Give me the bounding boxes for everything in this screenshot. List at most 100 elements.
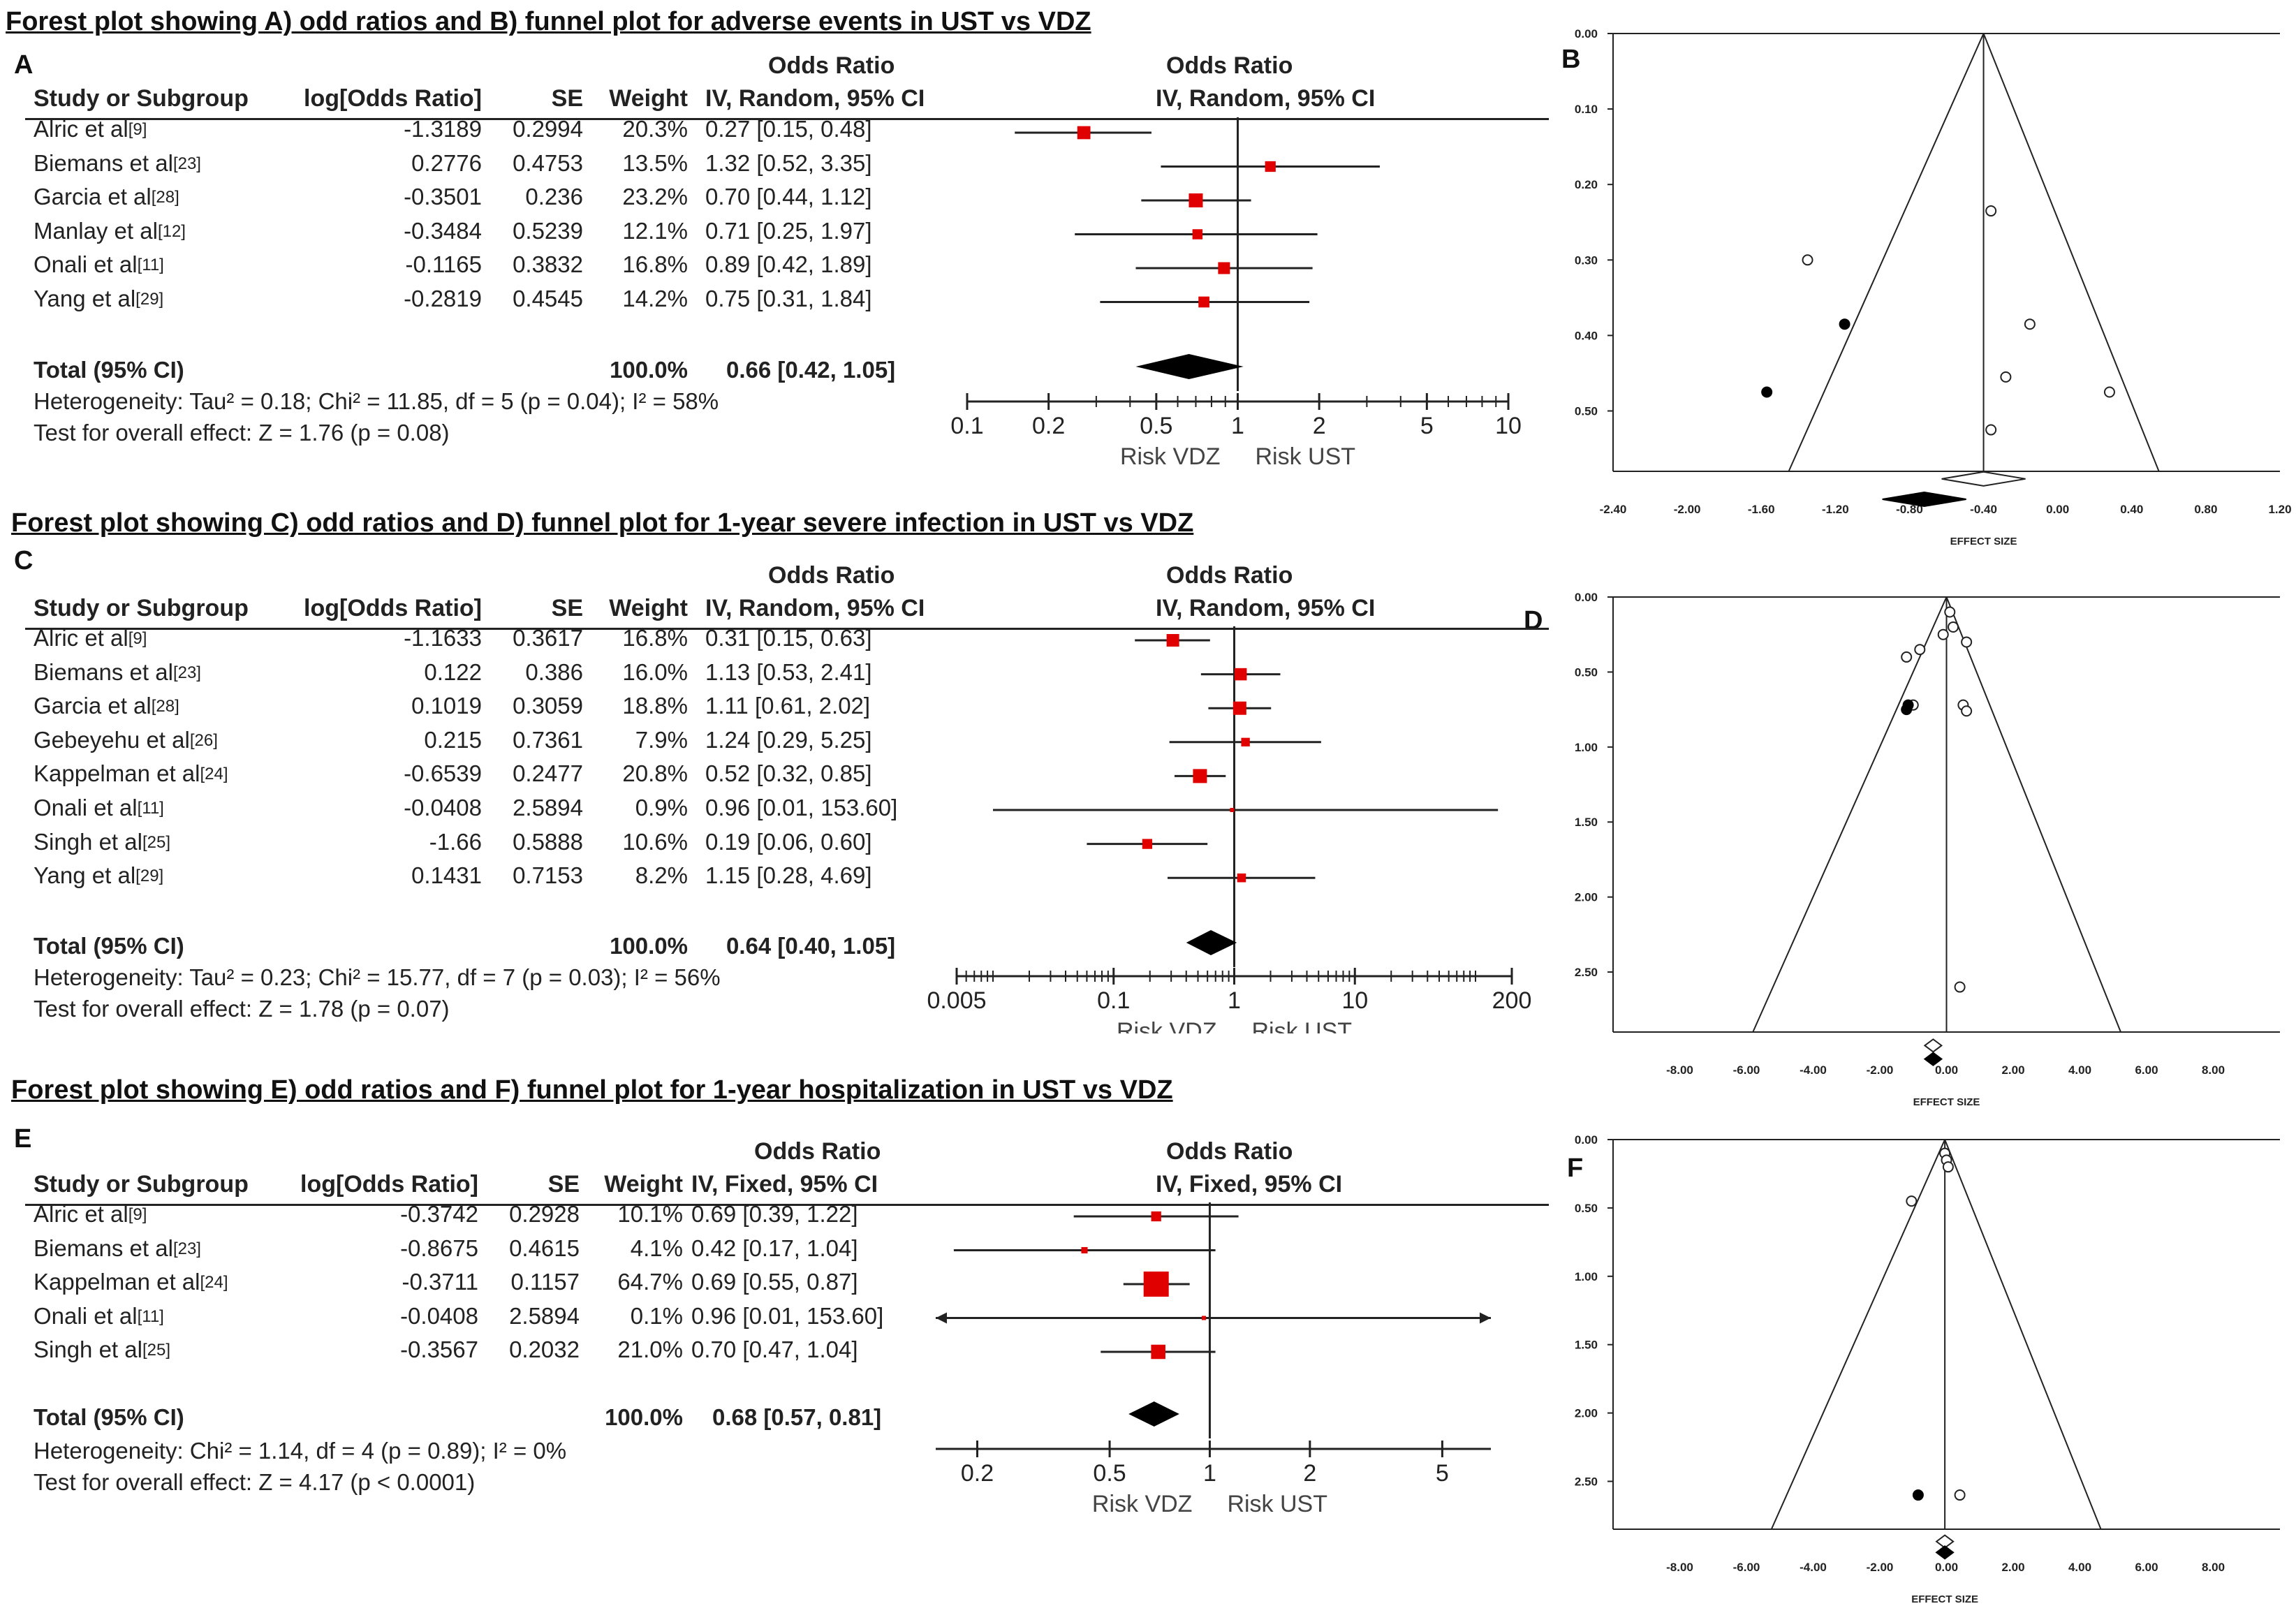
total-diamond	[1186, 930, 1237, 955]
study-log-or: 0.1019	[411, 693, 482, 719]
study-point-open	[1954, 981, 1966, 993]
y-tick-label: 0.00	[1575, 27, 1598, 40]
study-or-ci: 0.96 [0.01, 153.60]	[691, 1302, 884, 1329]
heterogeneity-text: Heterogeneity: Chi² = 1.14, df = 4 (p = …	[34, 1438, 567, 1464]
total-weight: 100.0%	[610, 357, 688, 383]
favours-right-label: Risk UST	[1227, 1491, 1327, 1517]
study-weight: 14.2%	[622, 285, 688, 311]
summary-diamond-open	[1923, 1038, 1943, 1053]
funnel-left-line	[1770, 1139, 1946, 1530]
study-point-open	[2103, 386, 2115, 398]
study-se: 0.3059	[513, 693, 583, 719]
tick-label: 1	[1203, 1460, 1216, 1487]
study-name: Gebeyehu et al[26]	[34, 726, 218, 753]
study-se: 0.4753	[513, 149, 583, 176]
study-or-ci: 1.24 [0.29, 5.25]	[705, 726, 872, 753]
study-se: 0.1157	[510, 1269, 580, 1295]
col-header-se: SE	[547, 1171, 580, 1198]
x-tick-label: -6.00	[1733, 1561, 1760, 1574]
study-se: 0.2928	[509, 1201, 580, 1227]
y-tick-label: 0.30	[1575, 253, 1598, 267]
study-or-ci: 0.31 [0.15, 0.63]	[705, 625, 872, 651]
y-tick-label: 1.00	[1575, 741, 1598, 754]
study-ref: [9]	[128, 1205, 147, 1224]
study-name: Singh et al[25]	[34, 1336, 170, 1362]
study-name: Onali et al[11]	[34, 1302, 164, 1329]
study-se: 0.5239	[513, 217, 583, 244]
study-se: 0.4545	[513, 285, 583, 311]
study-name: Yang et al[29]	[34, 285, 164, 311]
study-ref: [29]	[135, 867, 164, 886]
study-or-ci: 1.32 [0.52, 3.35]	[705, 149, 872, 176]
funnel-right-line	[1944, 1139, 2102, 1530]
x-tick-label: -2.40	[1600, 503, 1627, 516]
x-tick-label: 0.00	[1935, 1561, 1958, 1574]
point-estimate	[1202, 1316, 1207, 1320]
x-tick-label: 0.00	[2046, 503, 2069, 516]
funnel-left-line	[1752, 596, 1948, 1033]
study-weight: 18.8%	[622, 693, 688, 719]
study-ref: [23]	[172, 1239, 201, 1258]
total-or-ci: 0.64 [0.40, 1.05]	[726, 933, 896, 959]
study-log-or: -0.3484	[404, 217, 482, 244]
col-header-se: SE	[551, 595, 583, 621]
study-or-ci: 0.27 [0.15, 0.48]	[705, 116, 872, 142]
col-header-method: IV, Random, 95% CI	[705, 595, 925, 621]
study-name: Kappelman et al[24]	[34, 1269, 228, 1295]
header-rule	[25, 1204, 1549, 1206]
y-tick-label: 1.50	[1575, 816, 1598, 829]
study-log-or: -0.2819	[404, 285, 482, 311]
point-estimate	[1237, 873, 1246, 883]
y-tick-label: 0.50	[1575, 1202, 1598, 1215]
study-point-open	[1954, 1489, 1966, 1501]
x-tick-label: 0.80	[2194, 503, 2217, 516]
study-name: Garcia et al[28]	[34, 693, 179, 719]
favours-left-label: Risk VDZ	[1117, 1018, 1217, 1033]
x-tick-label: 4.00	[2068, 1561, 2091, 1574]
x-tick-label: 6.00	[2135, 1561, 2158, 1574]
tick-label: 0.2	[1032, 413, 1065, 439]
x-axis-label: EFFECT SIZE	[1911, 1593, 1978, 1605]
funnel-plot-f: 0.00 0.50 1.00 1.50 2.00 2.50 -8.00 -6.00 -4.00 -…	[1575, 1133, 2280, 1605]
study-log-or: 0.122	[424, 658, 482, 685]
x-tick-label: -2.00	[1867, 1063, 1894, 1077]
study-weight: 64.7%	[617, 1269, 683, 1295]
point-estimate	[1081, 1246, 1088, 1254]
study-or-ci: 1.11 [0.61, 2.02]	[705, 693, 871, 719]
study-se: 0.7361	[513, 726, 583, 753]
study-log-or: 0.1431	[411, 862, 482, 889]
study-log-or: -0.0408	[404, 795, 482, 820]
study-or-ci: 0.69 [0.55, 0.87]	[691, 1269, 858, 1295]
col-header-weight: Weight	[604, 1171, 683, 1198]
study-name: Alric et al[9]	[34, 625, 147, 651]
study-name: Alric et al[9]	[34, 116, 147, 142]
study-ref: [23]	[172, 154, 201, 173]
x-tick-label: -0.40	[1970, 503, 1997, 516]
col-header-plot-title: Odds Ratio	[1166, 562, 1293, 589]
x-axis-label: EFFECT SIZE	[1913, 1096, 1980, 1108]
study-name: Onali et al[11]	[34, 251, 164, 277]
ci-arrow-right	[1480, 1312, 1491, 1324]
y-tick-label: 0.00	[1575, 591, 1598, 604]
total-weight: 100.0%	[605, 1404, 683, 1430]
study-log-or: -0.0408	[400, 1302, 478, 1329]
x-tick-label: 6.00	[2135, 1063, 2158, 1077]
study-se: 0.7153	[513, 862, 583, 889]
study-ref: [25]	[142, 832, 170, 852]
study-point-filled	[1901, 704, 1913, 716]
study-log-or: -1.3189	[404, 116, 482, 142]
study-se: 0.2994	[513, 116, 583, 142]
col-header-odds-ratio: Odds Ratio	[754, 1138, 881, 1165]
study-weight: 4.1%	[630, 1235, 683, 1261]
funnel-right-line	[1945, 596, 2121, 1033]
study-se: 0.2477	[513, 760, 583, 787]
tick-label: 0.5	[1093, 1460, 1126, 1487]
study-weight: 21.0%	[617, 1336, 683, 1362]
y-tick-label: 0.10	[1575, 103, 1598, 116]
study-point-open	[1937, 628, 1949, 640]
header-rule	[25, 628, 1549, 630]
col-header-study: Study or Subgroup	[34, 595, 249, 621]
study-point-open	[2000, 371, 2012, 383]
study-point-open	[1914, 644, 1926, 656]
x-tick-label: -0.80	[1896, 503, 1923, 516]
